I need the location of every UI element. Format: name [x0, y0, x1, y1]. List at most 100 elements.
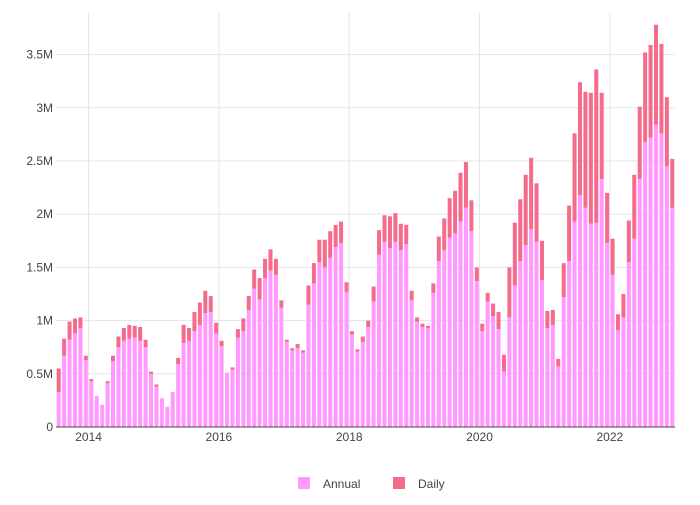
annual-bar: [263, 278, 268, 427]
annual-bar: [290, 350, 295, 427]
daily-bar: [197, 302, 202, 325]
annual-bar: [252, 288, 257, 427]
daily-bar: [366, 320, 371, 327]
daily-bar: [474, 267, 479, 282]
legend-label: Annual: [323, 477, 360, 491]
daily-bar: [469, 200, 474, 232]
daily-bar: [404, 224, 409, 244]
daily-bar: [670, 158, 675, 208]
daily-bar: [344, 282, 349, 292]
daily-bar: [279, 300, 284, 308]
daily-bar: [78, 317, 83, 329]
daily-bar: [181, 324, 186, 343]
daily-bar: [518, 199, 523, 261]
daily-bar: [431, 283, 436, 293]
annual-bar: [463, 207, 468, 427]
annual-bar: [382, 241, 387, 427]
daily-bar: [295, 344, 300, 349]
annual-bar: [594, 222, 599, 427]
daily-bar: [138, 326, 143, 341]
daily-bar: [83, 355, 88, 360]
annual-bar: [111, 361, 116, 427]
daily-bar: [523, 174, 528, 246]
annual-bar: [100, 404, 105, 427]
daily-bar: [594, 69, 599, 223]
daily-bar: [203, 290, 208, 314]
annual-bar: [219, 346, 224, 427]
annual-bar: [121, 340, 126, 427]
annual-bar: [349, 334, 354, 427]
daily-bar: [615, 314, 620, 331]
annual-bar: [170, 391, 175, 427]
daily-bar: [643, 52, 648, 142]
legend-swatch: [393, 477, 405, 489]
daily-bar: [561, 263, 566, 298]
annual-bar: [116, 347, 121, 427]
annual-bar: [474, 281, 479, 427]
axes: 0 0.5M 1M 1.5M 2M 2.5M 3M 3.5M 2014 2016 2018 2020 2…: [26, 48, 675, 444]
x-tick-label: 2018: [336, 430, 363, 444]
annual-bar: [561, 297, 566, 427]
annual-bar: [208, 312, 213, 427]
annual-bar: [284, 341, 289, 427]
annual-bar: [545, 328, 550, 427]
annual-bar: [67, 339, 72, 427]
annual-bar: [235, 337, 240, 427]
daily-bar: [176, 357, 181, 365]
annual-bar: [246, 309, 251, 427]
daily-bar: [632, 174, 637, 239]
daily-bar: [588, 92, 593, 224]
daily-bar: [507, 267, 512, 318]
daily-bar: [425, 325, 430, 329]
annual-bar: [371, 301, 376, 427]
daily-bar: [377, 230, 382, 255]
annual-bar: [398, 250, 403, 427]
daily-bar: [333, 224, 338, 248]
daily-bar: [550, 309, 555, 325]
daily-bar: [420, 323, 425, 327]
annual-bar: [62, 355, 67, 427]
daily-bar: [463, 162, 468, 208]
annual-bar: [529, 229, 534, 427]
daily-bar: [485, 292, 490, 302]
daily-bar: [572, 133, 577, 222]
daily-bar: [415, 317, 420, 322]
daily-bar: [230, 367, 235, 370]
daily-bar: [235, 329, 240, 338]
daily-bar: [154, 384, 159, 387]
annual-bar: [105, 383, 110, 427]
annual-bar: [648, 137, 653, 428]
gridlines: [56, 12, 675, 427]
annual-bar: [599, 179, 604, 427]
annual-bar: [387, 248, 392, 427]
annual-bar: [626, 262, 631, 427]
annual-bar: [442, 250, 447, 427]
annual-bar: [556, 366, 561, 427]
annual-bar: [230, 369, 235, 427]
annual-bar: [632, 238, 637, 427]
daily-bar: [512, 222, 517, 286]
annual-bar: [197, 324, 202, 427]
annual-bar: [181, 342, 186, 427]
annual-bar: [138, 340, 143, 427]
daily-bar: [56, 368, 61, 392]
annual-bar: [572, 221, 577, 427]
daily-bar: [501, 354, 506, 372]
y-tick-label: 0.5M: [26, 367, 53, 381]
annual-bar: [480, 331, 485, 427]
daily-bar: [187, 328, 192, 341]
annual-bar: [132, 337, 137, 427]
annual-bar: [518, 261, 523, 427]
annual-bar: [415, 321, 420, 427]
annual-bar: [159, 398, 164, 427]
daily-bar: [577, 82, 582, 196]
daily-bar: [534, 183, 539, 242]
daily-bar: [409, 290, 414, 301]
annual-bar: [225, 372, 230, 427]
daily-bar: [89, 379, 94, 382]
y-tick-label: 3M: [36, 101, 53, 115]
daily-bar: [121, 328, 126, 341]
daily-bar: [143, 339, 148, 348]
daily-bar: [317, 239, 322, 263]
